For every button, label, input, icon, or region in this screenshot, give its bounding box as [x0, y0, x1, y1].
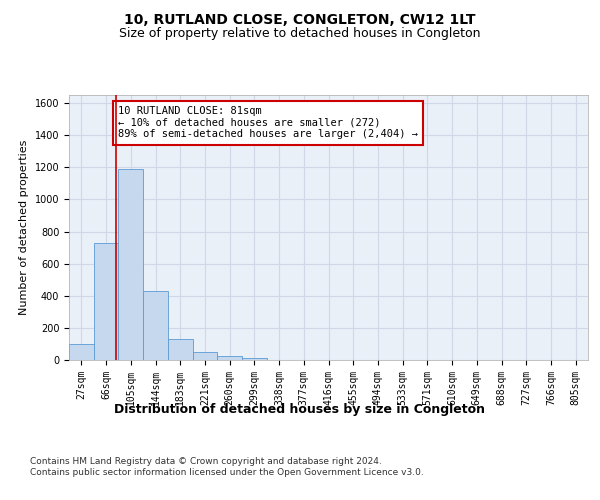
Text: Size of property relative to detached houses in Congleton: Size of property relative to detached ho…	[119, 28, 481, 40]
Text: Contains HM Land Registry data © Crown copyright and database right 2024.
Contai: Contains HM Land Registry data © Crown c…	[30, 458, 424, 477]
Text: 10, RUTLAND CLOSE, CONGLETON, CW12 1LT: 10, RUTLAND CLOSE, CONGLETON, CW12 1LT	[124, 12, 476, 26]
Bar	[193, 352, 217, 360]
Bar	[168, 339, 193, 360]
Y-axis label: Number of detached properties: Number of detached properties	[19, 140, 29, 315]
Text: Distribution of detached houses by size in Congleton: Distribution of detached houses by size …	[115, 402, 485, 415]
Bar	[69, 344, 94, 360]
Text: 10 RUTLAND CLOSE: 81sqm
← 10% of detached houses are smaller (272)
89% of semi-d: 10 RUTLAND CLOSE: 81sqm ← 10% of detache…	[118, 106, 418, 140]
Bar	[217, 356, 242, 360]
Bar	[242, 358, 267, 360]
Bar	[143, 291, 168, 360]
Bar	[118, 169, 143, 360]
Bar	[94, 243, 118, 360]
